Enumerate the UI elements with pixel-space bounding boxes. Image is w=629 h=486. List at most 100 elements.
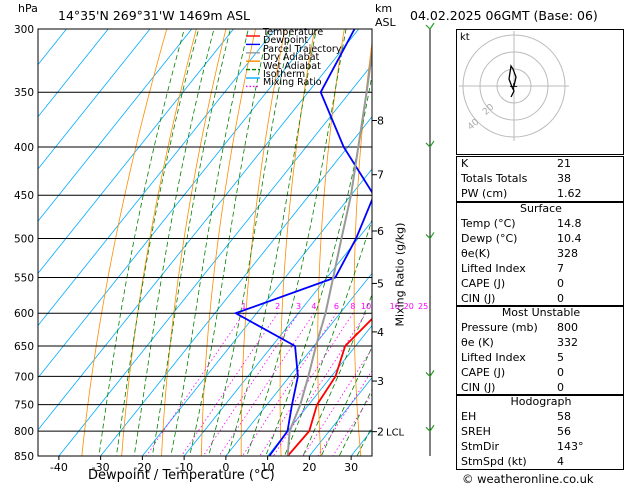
mixing-ratio-label: 16 <box>390 302 400 311</box>
datetime-label: 04.02.2025 06GMT (Base: 06) <box>410 8 598 23</box>
surface-cape-value: 0 <box>557 276 564 290</box>
km-tick-label: 7 <box>377 169 384 182</box>
legend-entry: Wet Adiabat <box>263 60 321 72</box>
legend-entry: Dewpoint <box>263 35 309 47</box>
x-tick-label: -20 <box>133 461 151 474</box>
wet-adiabat-line <box>115 29 200 456</box>
sreh-value: 56 <box>557 425 571 439</box>
mixing-ratio-line <box>273 312 367 456</box>
most-unstable-title: Most Unstable <box>501 306 581 320</box>
k-index-value: 21 <box>557 157 571 171</box>
mixing-ratio-line <box>146 312 245 456</box>
mu-cin-label: CIN (J) <box>461 380 496 394</box>
dry-adiabat-line <box>240 29 286 456</box>
isotherm-line <box>38 29 318 379</box>
series-parcel-trajectory <box>286 46 372 456</box>
isotherm-line <box>225 272 372 456</box>
isotherm-line <box>142 168 372 456</box>
x-tick-label: -40 <box>50 461 68 474</box>
isotherm-line <box>38 29 109 118</box>
mixing-ratio-line <box>218 312 315 456</box>
wet-adiabat-line <box>189 29 269 456</box>
sreh-label: SREH <box>461 425 491 439</box>
isotherm-line <box>309 377 372 456</box>
mixing-ratio-line <box>302 347 372 456</box>
km-tick-label: 6 <box>377 225 384 238</box>
isotherm-line <box>58 63 372 456</box>
surface-cin-value: 0 <box>557 291 564 305</box>
mu-li-value: 5 <box>557 351 564 365</box>
eh-label: EH <box>461 410 477 424</box>
pressure-tick-label: 850 <box>14 451 34 463</box>
surface-li-value: 7 <box>557 262 564 275</box>
mixing-ratio-axis-title: Mixing Ratio (g/kg) <box>393 222 407 327</box>
legend-entry: Temperature <box>263 27 324 38</box>
mixing-ratio-line <box>317 370 372 456</box>
mixing-ratio-line <box>332 393 372 456</box>
x-tick-label: -30 <box>92 461 110 474</box>
wet-adiabat-line <box>170 29 249 456</box>
isotherm-line <box>267 324 372 456</box>
surface-cin-label: CIN (J) <box>461 291 496 305</box>
lcl-label: LCL <box>386 428 405 439</box>
dry-adiabat-line <box>121 29 197 456</box>
km-tick-label: 4 <box>377 326 384 339</box>
wet-adiabat-line <box>302 293 372 456</box>
wet-adiabat-line <box>151 29 231 456</box>
hodograph-table-title: Hodograph <box>510 395 572 409</box>
wind-barb <box>425 232 435 239</box>
legend-entry: Mixing Ratio <box>263 77 322 89</box>
mixing-ratio-label: 8 <box>350 302 355 311</box>
hodograph-table: Hodograph EH 58 SREH 56 StmDir 143° StmSpd … <box>456 394 624 471</box>
mixing-ratio-label: 4 <box>311 302 316 311</box>
most-unstable-table: Most Unstable Pressure (mb) 800 θe (K) 332… <box>456 305 624 397</box>
isotherm-line <box>38 29 193 222</box>
wind-barb <box>425 140 435 148</box>
pressure-tick-label: 350 <box>14 87 34 99</box>
legend-entry: Dry Adiabat <box>263 52 320 64</box>
dry-adiabat-line <box>317 29 345 456</box>
pressure-tick-label: 750 <box>14 400 34 412</box>
surface-dewp-label: Dewp (°C) <box>461 232 518 246</box>
copyright-label: © weatheronline.co.uk <box>462 472 594 486</box>
wet-adiabat-line <box>227 29 317 456</box>
surface-li-label: Lifted Index <box>461 262 526 275</box>
totals-totals-label: Totals Totals <box>461 172 528 186</box>
wet-adiabat-line <box>208 29 292 456</box>
stmspd-label: StmSpd (kt) <box>461 455 527 468</box>
pressure-tick-label: 800 <box>14 426 34 438</box>
dry-adiabat-line <box>200 29 256 456</box>
pressure-tick-label: 700 <box>14 371 34 383</box>
plot-frame <box>37 28 373 457</box>
pressure-unit-label: hPa <box>18 2 38 15</box>
isotherm-line <box>38 29 276 327</box>
series-temperature <box>286 317 372 456</box>
surface-thetae-value: 328 <box>557 247 578 261</box>
x-tick-label: 30 <box>344 461 358 474</box>
dry-adiabat-line <box>424 29 441 456</box>
surface-thetae-label: θe(K) <box>461 247 491 261</box>
x-axis-title: Dewpoint / Temperature (°C) <box>88 468 275 483</box>
dry-adiabat-line <box>81 29 168 456</box>
dry-adiabat-line <box>279 29 316 456</box>
pressure-tick-label: 600 <box>14 308 34 320</box>
mu-cape-label: CAPE (J) <box>461 366 506 379</box>
surface-title: Surface <box>520 202 562 216</box>
surface-temp-label: Temp (°C) <box>461 217 516 231</box>
x-tick-label: 20 <box>302 461 316 474</box>
pw-value: 1.62 <box>557 187 582 201</box>
mixing-ratio-line <box>202 312 299 456</box>
isotherm-line <box>100 116 372 456</box>
pressure-tick-label: 500 <box>14 233 34 245</box>
hodograph-trace <box>508 64 517 98</box>
km-tick-label: 5 <box>377 277 384 290</box>
dry-adiabat-line <box>161 29 227 456</box>
mixing-ratio-label: 1 <box>241 302 246 311</box>
mixing-ratio-label: 2 <box>275 302 280 311</box>
mixing-ratio-line <box>259 312 354 456</box>
mu-pressure-label: Pressure (mb) <box>461 321 538 335</box>
k-index-label: K <box>461 157 469 171</box>
location-label: 14°35'N 269°31'W 1469m ASL <box>58 8 251 23</box>
km-unit-label: km <box>375 2 393 15</box>
